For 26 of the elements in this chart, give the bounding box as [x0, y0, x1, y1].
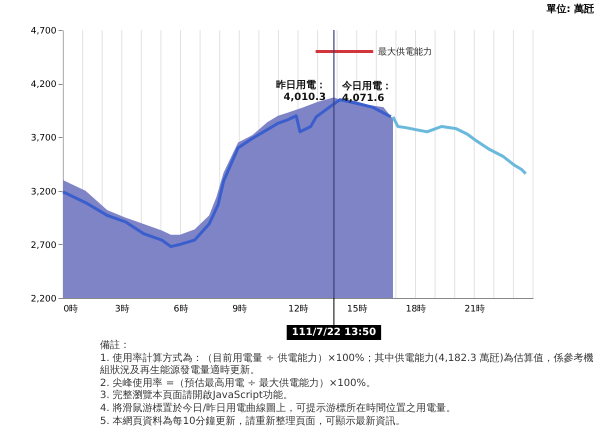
x-tick-label: 18時 — [406, 304, 426, 314]
x-tick-label: 6時 — [174, 304, 188, 314]
x-tick-label: 0時 — [64, 304, 78, 314]
y-tick-label: 4,200 — [30, 80, 57, 90]
y-tick-label: 2,700 — [30, 240, 57, 251]
text: 1. 使用率計算方式為：（目前用電量 ÷ 供電能力）×100%；其中供電能力(4,182.3 萬瓩)為估算值，係參考機組狀況及再生能源發電量適時更新。 — [100, 352, 595, 378]
text: 2. 尖峰使用率 =（預估最高用電 ÷ 最大供電能力）×100%。 — [100, 378, 377, 390]
y-tick-label: 3,700 — [30, 134, 57, 144]
x-tick-label: 12時 — [288, 304, 309, 314]
annotation: 今日用電： 4,071.6 — [340, 80, 392, 104]
y-tick-label: 2,200 — [30, 294, 57, 304]
line-series — [391, 115, 528, 176]
text: 5. 本網頁資料為每10分鐘更新，請重新整理頁面，可顯示最新資訊。 — [100, 416, 406, 428]
x-tick-label: 21時 — [464, 304, 485, 314]
x-tick-label: 15時 — [347, 304, 368, 314]
text: 備註： — [100, 340, 131, 353]
x-tick-label: 9時 — [232, 304, 248, 314]
text: 單位: 萬瓩 — [546, 2, 594, 16]
y-tick-label: 4,700 — [30, 26, 57, 36]
text: 3. 完整瀏覽本頁面請開啟JavaScript功能。 — [100, 390, 294, 402]
annotation: 昨日用電： 4,010.3 — [276, 79, 326, 103]
y-tick-label: 3,200 — [30, 187, 57, 198]
series-label: 最大供電能力 — [378, 46, 432, 58]
text: 4. 將滑鼠游標置於今日/昨日用電曲線圖上，可提示游標所在時間位置之用電量。 — [100, 402, 458, 416]
x-tick-label: 3時 — [114, 304, 130, 314]
text: 111/7/22 13:50 — [292, 327, 376, 338]
